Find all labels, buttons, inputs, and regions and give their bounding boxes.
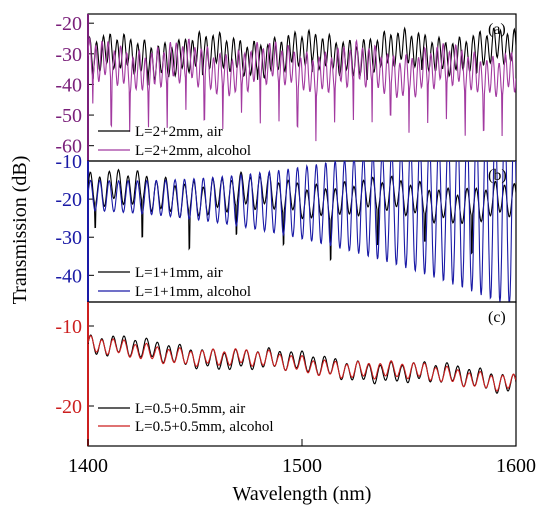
x-tick-label: 1400 — [68, 455, 108, 477]
legend-entry: L=2+2mm, air — [135, 124, 223, 140]
x-tick-label: 1500 — [282, 455, 322, 477]
y-tick-label: -10 — [55, 151, 82, 173]
y-tick-label: -30 — [55, 227, 82, 249]
x-axis-title: Wavelength (nm) — [233, 483, 372, 505]
panel-c-series — [88, 334, 516, 394]
panel-b: -10 -20 -30 -40 (b) L=1+1mm, air L=1+1mm, a… — [55, 151, 517, 303]
y-tick-label: -10 — [55, 316, 82, 338]
series-line — [88, 334, 516, 394]
panel-b-series — [88, 161, 516, 302]
panel-c-y-axis: -10 -20 — [55, 302, 94, 446]
legend-entry: L=1+1mm, air — [135, 265, 223, 281]
panel-c-legend: L=0.5+0.5mm, air L=0.5+0.5mm, alcohol — [98, 401, 274, 435]
series-line — [88, 335, 516, 392]
panel-c: -10 -20 (c) L=0.5+0.5mm, air L=0.5+0.5mm,… — [55, 301, 517, 447]
series-line — [88, 161, 516, 302]
y-axis-title: Transmission (dB) — [9, 156, 31, 305]
panel-b-label: (b) — [488, 167, 507, 184]
panel-a-label: (a) — [488, 21, 506, 38]
y-tick-label: -50 — [55, 105, 82, 127]
legend-entry: L=2+2mm, alcohol — [135, 143, 251, 159]
y-tick-label: -40 — [55, 265, 82, 287]
y-tick-label: -40 — [55, 74, 82, 96]
panel-b-legend: L=1+1mm, air L=1+1mm, alcohol — [98, 265, 251, 300]
y-tick-label: -60 — [55, 136, 82, 158]
series-line — [88, 37, 516, 142]
legend-entry: L=0.5+0.5mm, air — [135, 401, 245, 417]
panel-c-label: (c) — [488, 309, 506, 326]
panel-a-y-axis: -20 -30 -40 -50 -60 — [55, 13, 94, 161]
legend-entry: L=0.5+0.5mm, alcohol — [135, 419, 274, 435]
y-tick-label: -20 — [55, 13, 82, 35]
legend-entry: L=1+1mm, alcohol — [135, 284, 251, 300]
y-tick-label: -30 — [55, 44, 82, 66]
series-line — [88, 26, 516, 86]
panel-b-y-axis: -10 -20 -30 -40 — [55, 151, 94, 302]
panel-a-legend: L=2+2mm, air L=2+2mm, alcohol — [98, 124, 251, 159]
panel-a-series — [88, 26, 516, 142]
y-tick-label: -20 — [55, 396, 82, 418]
panel-a: -20 -30 -40 -50 -60 (a) L=2+2mm, air L=2+2mm… — [55, 13, 517, 162]
x-tick-label: 1600 — [496, 455, 536, 477]
x-axis: 1400 1500 1600 — [68, 439, 536, 477]
y-tick-label: -20 — [55, 189, 82, 211]
